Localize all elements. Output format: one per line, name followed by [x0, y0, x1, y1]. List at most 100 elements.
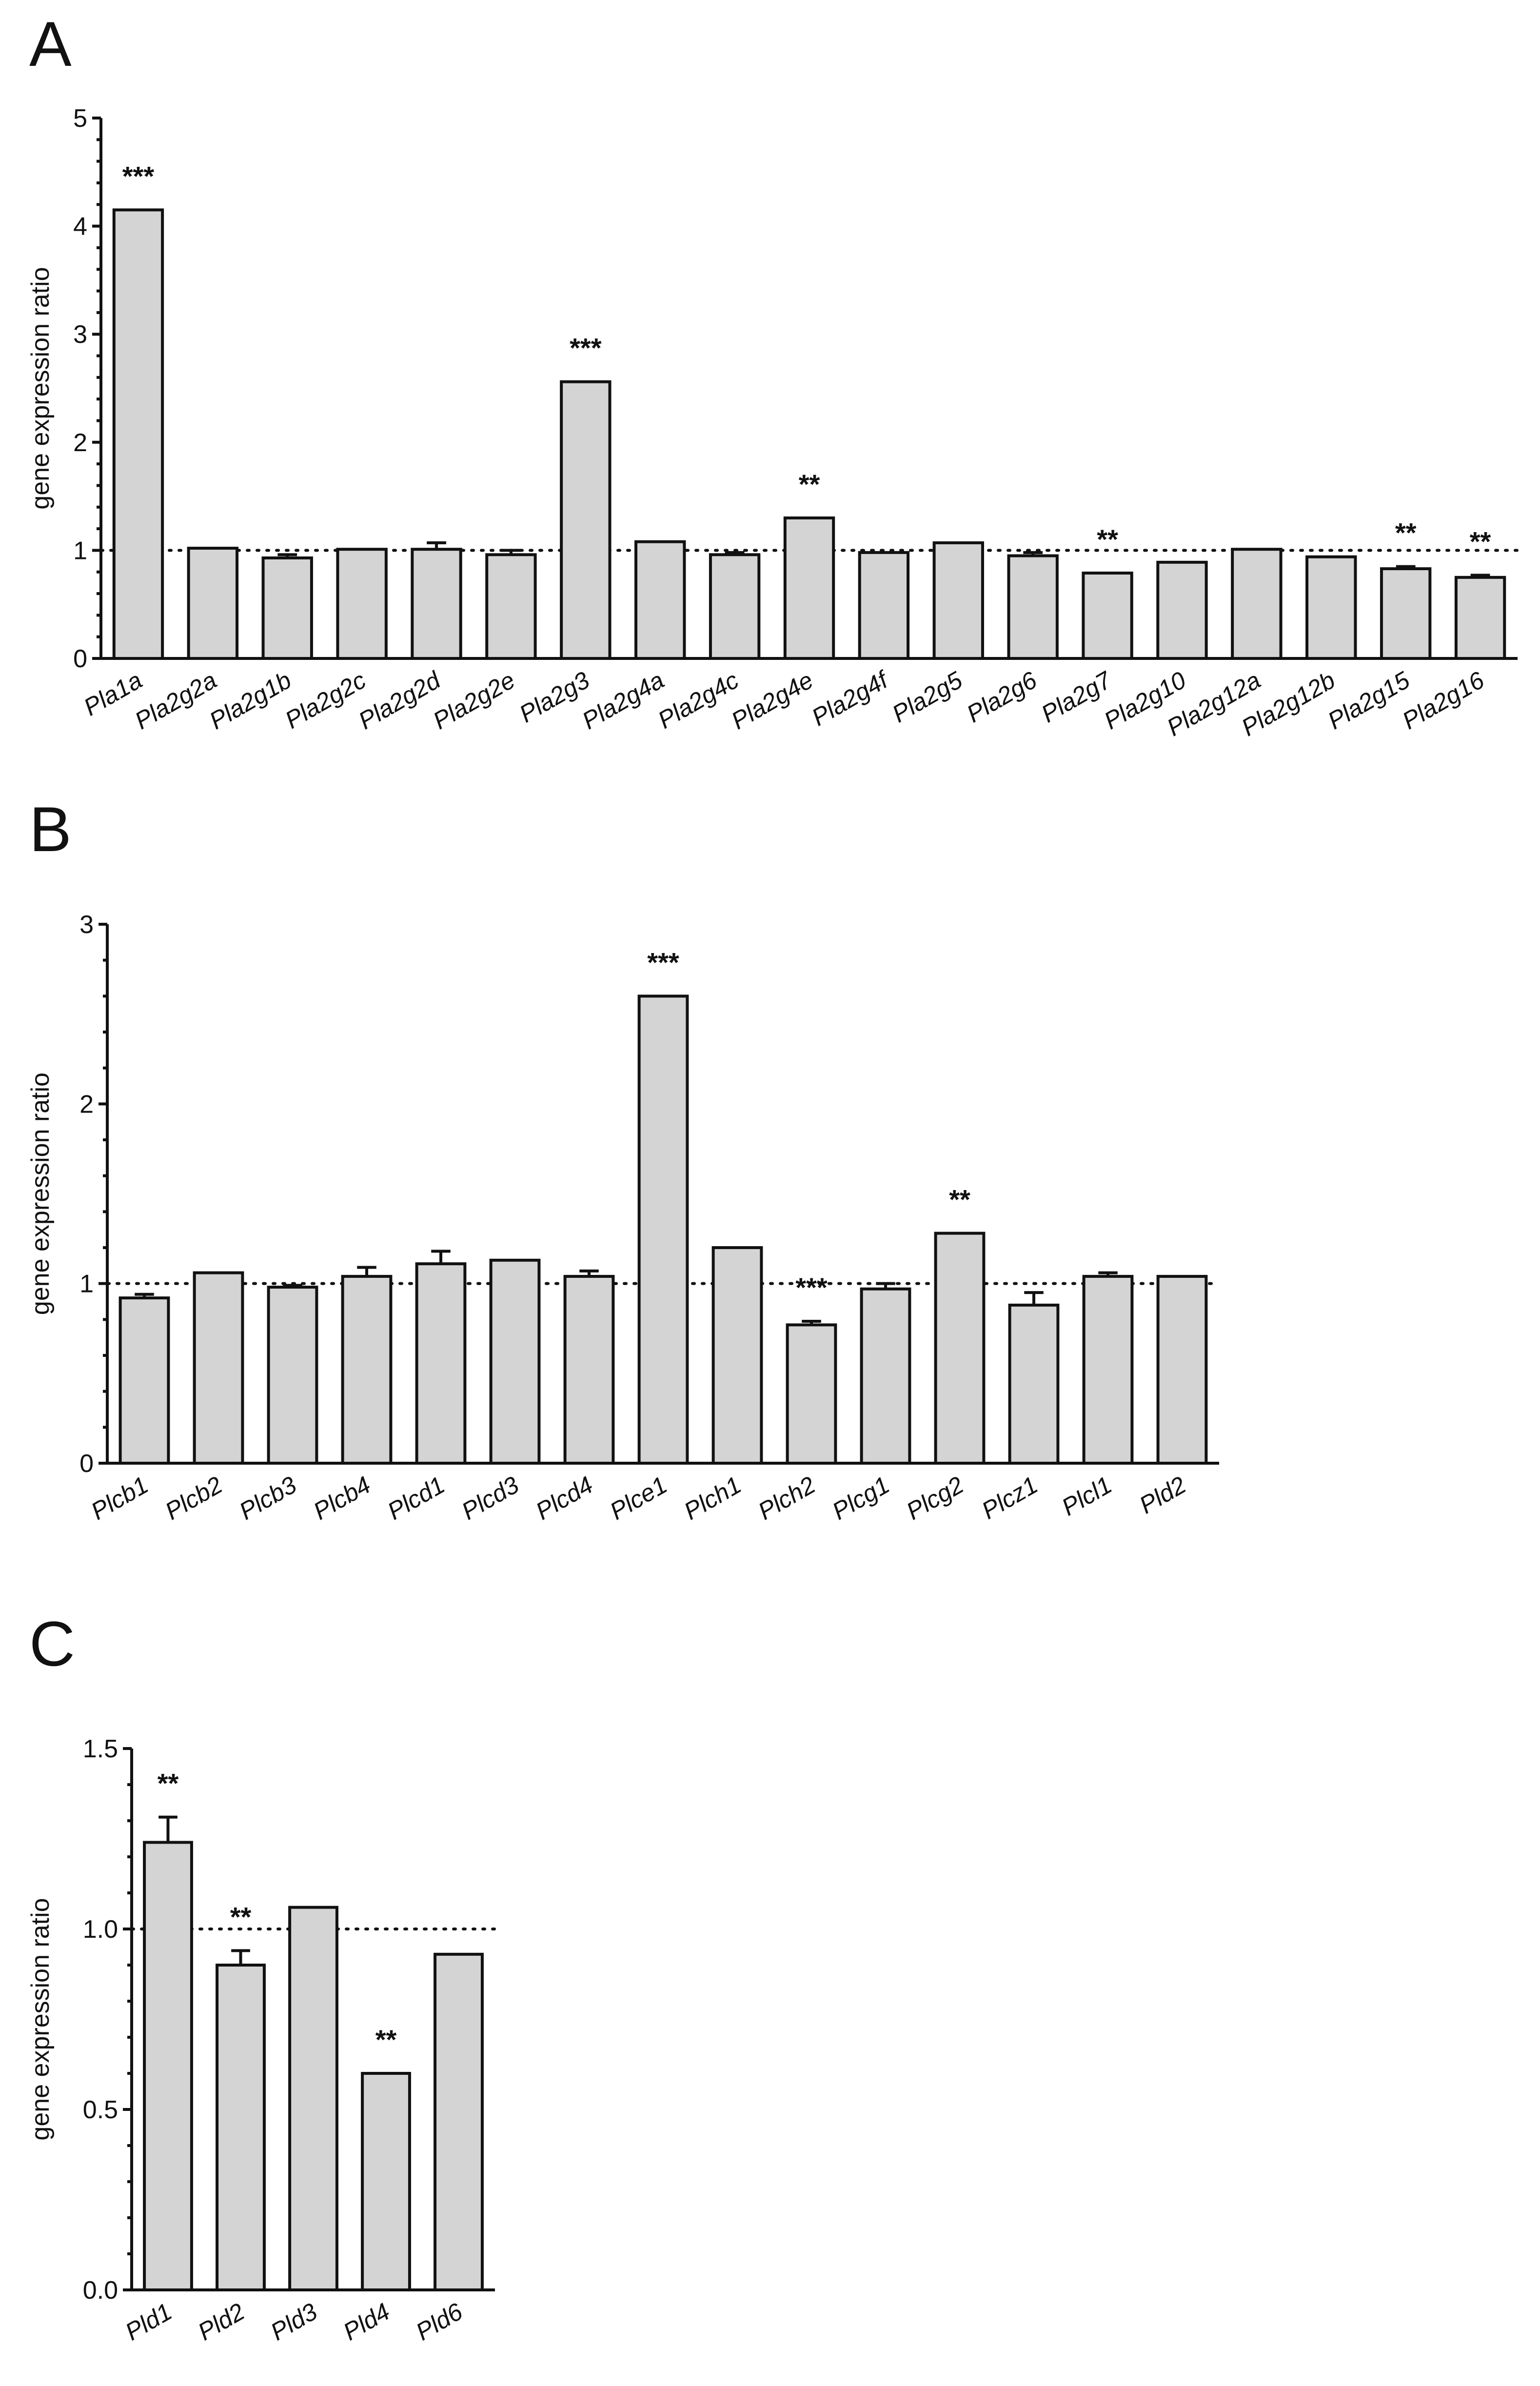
category-label: Pla2g15	[1323, 666, 1414, 735]
y-tick-label: 1.0	[83, 1915, 118, 1944]
panel-b: B Plcb1 Plcb2 Plcb3 Plcb4 Plcd1 Plcd3 Plcd4***…	[26, 794, 1221, 1525]
significance-Pla2g3: ***	[570, 333, 602, 363]
category-label: Pld2	[1135, 1471, 1191, 1519]
bar-Pla1a	[112, 208, 164, 660]
category-label: Plcd1	[383, 1471, 449, 1525]
y-tick-label: 1	[73, 537, 87, 565]
bar-Pla2g12b	[1305, 555, 1357, 660]
y-tick-label: 5	[73, 104, 87, 133]
category-label: Plcb2	[160, 1471, 227, 1525]
bar-Plcb1	[118, 1296, 170, 1465]
category-label: Pla2g2c	[280, 666, 370, 734]
panel-a-label: A	[29, 8, 72, 80]
bar-Pla2g2c	[336, 548, 388, 660]
category-label: Pla2g16	[1398, 666, 1489, 735]
y-tick-label: 1	[79, 1270, 94, 1298]
bar-Plcb3	[267, 1286, 318, 1465]
category-label: Plcb3	[235, 1471, 301, 1525]
category-label: Pld4	[338, 2298, 395, 2346]
significance-Plcg2: **	[949, 1184, 970, 1215]
bar-Pla2g15	[1380, 567, 1432, 660]
plot-a: ***Pla1aPla2g2aPla2g1bPla2g2cPla2g2dPla2…	[26, 104, 1519, 741]
category-label: Plcl1	[1057, 1471, 1117, 1521]
y-axis-title: gene expression ratio	[26, 1898, 55, 2140]
category-label: Pla2g4f	[807, 665, 894, 731]
y-tick-label: 0.0	[83, 2276, 118, 2305]
significance-Plce1: ***	[647, 947, 679, 977]
bar-Pla2g2a	[187, 546, 239, 660]
bar-Plcd4	[563, 1274, 615, 1465]
category-label: Pla2g6	[962, 666, 1042, 728]
bar-Plcd1	[415, 1262, 467, 1465]
category-label: Pld2	[193, 2298, 249, 2346]
category-label: Plcb4	[309, 1471, 375, 1525]
bar-Plcd3	[489, 1258, 541, 1465]
significance-Pld1: **	[158, 1768, 179, 1799]
panel-b-label: B	[29, 794, 72, 865]
bar-Pla2g3	[560, 380, 612, 660]
significance-Plch2: ***	[795, 1272, 828, 1303]
bar-Pld6	[434, 1952, 484, 2292]
category-label: Pld3	[266, 2298, 322, 2346]
panel-a: A ***Pla1aPla2g2aPla2g1bPla2g2cPla2g2dPl…	[26, 8, 1519, 741]
bar-Plcb4	[341, 1274, 393, 1465]
bar-Pld4	[361, 2072, 411, 2291]
bar-Pld2	[1156, 1274, 1208, 1465]
significance-Pld2: **	[230, 1901, 252, 1932]
bar-Plcg2	[934, 1232, 986, 1465]
category-label: Plcz1	[977, 1471, 1043, 1525]
bar-Plch1	[711, 1246, 763, 1465]
bar-Plch2	[786, 1323, 837, 1465]
bar-Pld2	[216, 1964, 266, 2291]
category-label: Pld1	[120, 2298, 177, 2346]
category-label: Plcd4	[531, 1471, 597, 1525]
significance-Pla1a: ***	[122, 160, 155, 191]
panel-c-label: C	[29, 1608, 75, 1679]
bar-Pla2g10	[1156, 560, 1208, 660]
significance-Pla2g15: **	[1395, 517, 1417, 548]
bar-Pla2g4a	[634, 540, 686, 660]
category-label: Pla2g5	[888, 666, 967, 728]
bar-Pla2g2d	[411, 548, 462, 660]
bar-Plce1	[637, 994, 689, 1465]
y-tick-label: 0	[79, 1450, 94, 1478]
bar-Pld1	[143, 1841, 193, 2291]
bar-Pla2g7	[1082, 571, 1133, 660]
category-label: Pla2g2d	[354, 666, 446, 735]
y-axis-title: gene expression ratio	[26, 267, 55, 509]
bar-Pla2g4f	[858, 551, 910, 660]
y-axis-title: gene expression ratio	[26, 1073, 55, 1315]
category-label: Plch1	[679, 1471, 746, 1525]
y-tick-label: 0	[73, 645, 87, 673]
y-tick-label: 2	[79, 1090, 94, 1118]
significance-Pla2g16: **	[1470, 526, 1491, 557]
y-tick-label: 4	[73, 213, 87, 241]
y-tick-label: 0.5	[83, 2096, 118, 2124]
category-label: Plce1	[605, 1471, 671, 1525]
y-tick-label: 3	[79, 911, 94, 939]
category-label: Pla2g4a	[577, 666, 669, 735]
bar-Plcz1	[1008, 1303, 1060, 1465]
category-label: Pld6	[411, 2298, 467, 2346]
category-label: Pla2g1b	[205, 666, 296, 735]
category-label: Plcg1	[828, 1471, 894, 1525]
bar-Pla2g12a	[1231, 548, 1283, 660]
y-tick-label: 1.5	[83, 1735, 118, 1763]
category-label: Pla2g4c	[653, 666, 743, 734]
bar-Pla2g5	[932, 541, 984, 660]
category-label: Plcb1	[86, 1471, 153, 1525]
bar-Pla2g6	[1007, 554, 1059, 660]
y-tick-label: 2	[73, 429, 87, 457]
bar-Pla2g4e	[783, 516, 835, 660]
category-label: Plch2	[753, 1471, 820, 1525]
bar-Plcl1	[1082, 1274, 1134, 1465]
bar-Pla2g16	[1454, 576, 1506, 660]
panel-c: C ** Pld1 ** Pld2 Pld3 ** Pld4 Pld6 0.0 0.5 1.0 1.5…	[26, 1608, 496, 2346]
significance-Pla2g7: **	[1097, 524, 1118, 555]
significance-Pld4: **	[375, 2024, 397, 2055]
category-label: Pla2g2a	[130, 666, 221, 735]
bar-Pla2g4c	[709, 553, 761, 660]
category-label: Pla2g2e	[429, 666, 520, 735]
category-label: Pla2g4e	[727, 666, 818, 735]
